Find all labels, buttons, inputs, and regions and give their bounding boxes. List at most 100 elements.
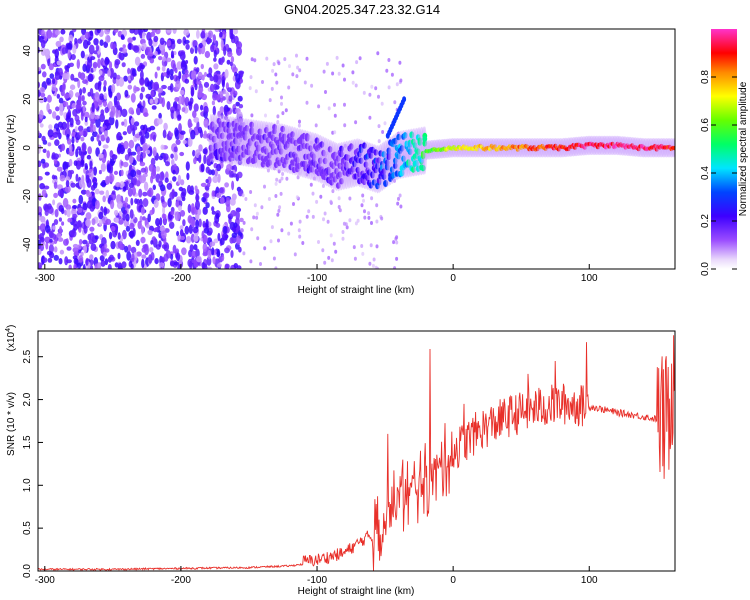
- spectrogram-blob: [230, 250, 234, 258]
- spectrogram-blob: [352, 245, 356, 250]
- spectrogram-blob: [74, 126, 78, 133]
- spectrogram-blob: [115, 186, 120, 191]
- spectrogram-blob: [297, 123, 301, 128]
- spectrogram-blob: [345, 225, 349, 230]
- spectrogram-blob: [227, 87, 232, 93]
- spectrogram-blob: [143, 112, 149, 117]
- spectrogram-blob: [186, 184, 192, 194]
- spectrogram-blob: [166, 39, 172, 47]
- spectrogram-blob: [176, 196, 182, 201]
- spectrogram-blob: [165, 70, 171, 79]
- spectrogram-blob: [281, 111, 285, 116]
- spectrogram-blob: [55, 40, 62, 48]
- spectrogram-blob: [239, 217, 244, 223]
- spectrogram-blob: [195, 193, 199, 203]
- spectrogram-blob: [142, 142, 149, 152]
- spectrogram-blob: [40, 158, 46, 164]
- spectrogram-blob: [40, 29, 45, 37]
- spectrogram-blob: [158, 96, 163, 104]
- spectrogram-blob: [116, 100, 120, 111]
- spectrogram-blob: [147, 229, 153, 236]
- spectrogram-blob: [182, 140, 187, 144]
- spectrogram-blob: [196, 255, 202, 263]
- spectrogram-blob: [280, 176, 284, 181]
- spectrogram-blob: [329, 233, 333, 238]
- spectrogram-blob: [219, 197, 225, 204]
- spectrogram-blob: [80, 136, 85, 142]
- spectrogram-blob: [307, 209, 311, 214]
- spectrogram-blob: [224, 182, 230, 188]
- spectrogram-blob: [335, 55, 339, 60]
- spectrogram-blob: [194, 83, 198, 91]
- spectrogram-blob: [253, 203, 257, 208]
- spectrogram-blob: [169, 68, 174, 76]
- spectrogram-blob: [121, 121, 125, 126]
- spectrogram-ridge-cell: [422, 135, 428, 143]
- spectrogram-blob: [47, 142, 52, 147]
- spectrogram-blob: [368, 92, 372, 97]
- spectrogram-blob: [46, 150, 50, 159]
- spectrogram-blob: [59, 174, 66, 182]
- spectrogram-blob: [51, 84, 56, 92]
- spectrogram-blob: [63, 238, 69, 246]
- spectrogram-blob: [164, 177, 169, 183]
- spectrogram-blob: [91, 102, 95, 113]
- spectrogram-blob: [151, 105, 157, 110]
- spectrogram-blob: [169, 132, 174, 137]
- spectrogram-blob: [250, 113, 254, 118]
- spectrogram-blob: [143, 181, 149, 191]
- y-tick-label: -20: [22, 189, 33, 204]
- spectrogram-blob: [82, 239, 88, 245]
- spectrogram-blob: [193, 116, 200, 123]
- spectrogram-blob: [103, 80, 107, 87]
- spectrogram-blob: [367, 211, 371, 216]
- spectrogram-blob: [142, 191, 148, 197]
- spectrogram-blob: [193, 55, 198, 65]
- spectrogram-blob: [202, 242, 208, 253]
- spectrogram-blob: [75, 173, 79, 182]
- spectrogram-blob: [45, 53, 50, 60]
- spectrogram-blob: [331, 71, 335, 76]
- spectrogram-blob: [270, 225, 274, 230]
- spectrogram-blob: [183, 39, 190, 45]
- spectrogram-blob: [216, 192, 222, 198]
- colorbar-gradient: [711, 29, 737, 269]
- spectrogram-blob: [154, 227, 159, 232]
- spectrogram-blob: [98, 140, 102, 147]
- spectrogram-blob: [319, 194, 323, 199]
- spectrogram-blob: [104, 29, 110, 35]
- spectrogram-blob: [263, 184, 266, 189]
- spectrogram-blob: [99, 93, 104, 101]
- spectrogram-blob: [93, 166, 97, 176]
- spectrogram-blob: [91, 218, 96, 226]
- spectrogram-blob: [116, 133, 120, 141]
- spectrogram-ridge-cell: [672, 145, 675, 151]
- spectrogram-blob: [399, 204, 403, 209]
- spectrogram-blob: [44, 236, 50, 242]
- spectrogram-blob: [392, 240, 396, 245]
- spectrogram-blob: [130, 197, 134, 206]
- spectrogram-blob: [362, 90, 366, 95]
- spectrogram-blob: [63, 101, 69, 107]
- spectrogram-blob: [110, 225, 116, 232]
- spectrogram-blob: [40, 63, 46, 70]
- spectrogram-blob: [242, 251, 246, 256]
- spectrogram-blob: [217, 232, 221, 242]
- x-tick-label: 100: [581, 273, 598, 284]
- spectrogram-blob: [204, 71, 207, 77]
- spectrogram-blob: [117, 252, 121, 260]
- spectrogram-blob: [55, 106, 60, 112]
- spectrogram-blob: [217, 263, 222, 268]
- spectrogram-blob: [66, 121, 70, 130]
- spectrogram-blob: [154, 50, 158, 57]
- spectrogram-blob: [122, 200, 126, 208]
- spectrogram-blob: [110, 240, 116, 250]
- spectrogram-blob: [274, 72, 278, 77]
- spectrogram-blob: [123, 209, 128, 215]
- spectrogram-blob: [76, 59, 81, 69]
- spectrogram-blob: [211, 206, 215, 212]
- spectrogram-blob: [309, 182, 313, 187]
- spectrogram-blob: [197, 89, 202, 99]
- spectrogram-blob: [82, 143, 86, 153]
- spectrogram-blob: [120, 34, 125, 40]
